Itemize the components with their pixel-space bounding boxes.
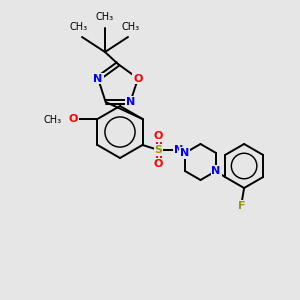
Text: F: F (238, 201, 246, 211)
Text: N: N (93, 74, 103, 83)
Text: N: N (212, 166, 221, 176)
Text: O: O (154, 159, 163, 169)
Text: O: O (133, 74, 143, 83)
Text: N: N (180, 148, 190, 158)
Text: O: O (154, 131, 163, 141)
Text: S: S (154, 145, 163, 155)
Text: N: N (126, 97, 135, 107)
Text: CH₃: CH₃ (44, 115, 62, 125)
Text: O: O (69, 114, 78, 124)
Text: CH₃: CH₃ (96, 12, 114, 22)
Text: CH₃: CH₃ (70, 22, 88, 32)
Text: CH₃: CH₃ (122, 22, 140, 32)
Text: N: N (174, 145, 183, 155)
